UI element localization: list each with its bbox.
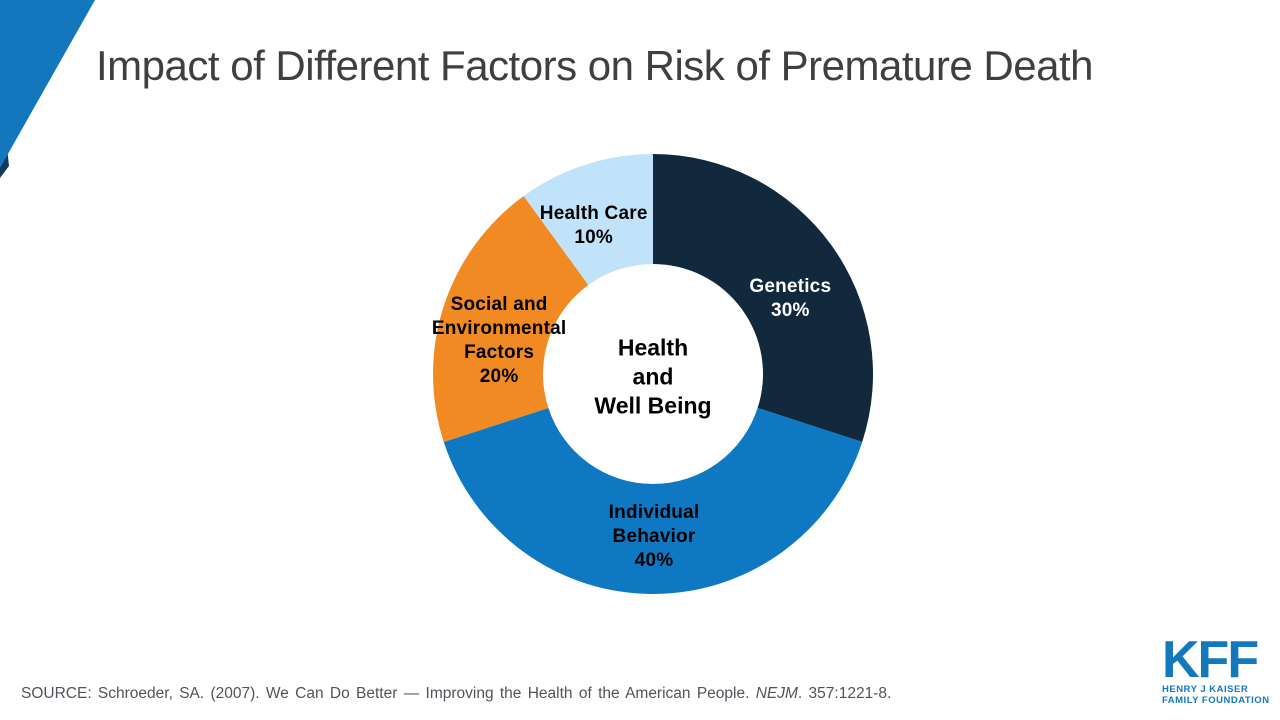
donut-slice-social-and-environmental-factors	[433, 196, 589, 442]
kff-logo-tagline-2: FAMILY FOUNDATION	[1162, 695, 1270, 706]
kff-logo-tagline-1: HENRY J KAISER	[1162, 684, 1249, 695]
donut-slice-genetics	[653, 154, 873, 442]
slice-label-social-and-environmental-factors: Social and Environmental Factors 20%	[431, 293, 567, 387]
source-note: SOURCE: Schroeder, SA. (2007). We Can Do…	[21, 683, 891, 704]
donut-center-label: Health and Well Being	[594, 334, 712, 419]
corner-accent-graphic	[0, 0, 95, 178]
kff-logo-acronym: KFF	[1162, 631, 1259, 689]
slice-label-individual-behavior: Individual Behavior 40%	[608, 502, 700, 571]
donut-chart	[433, 154, 873, 594]
source-journal-name: NEJM	[755, 685, 798, 702]
slide-title: Impact of Different Factors on Risk of P…	[96, 42, 1093, 89]
donut-slice-individual-behavior	[443, 407, 863, 594]
source-text-prefix: SOURCE: Schroeder, SA. (2007). We Can Do…	[21, 685, 756, 702]
slice-label-health-care: Health Care 10%	[539, 203, 648, 249]
source-text-suffix: . 357:1221-8.	[797, 685, 892, 702]
slice-label-genetics: Genetics 30%	[749, 276, 832, 322]
kff-logo: KFF HENRY J KAISER FAMILY FOUNDATION	[1162, 631, 1270, 706]
corner-triangle-primary	[0, 0, 95, 168]
donut-slice-health-care	[523, 154, 653, 286]
